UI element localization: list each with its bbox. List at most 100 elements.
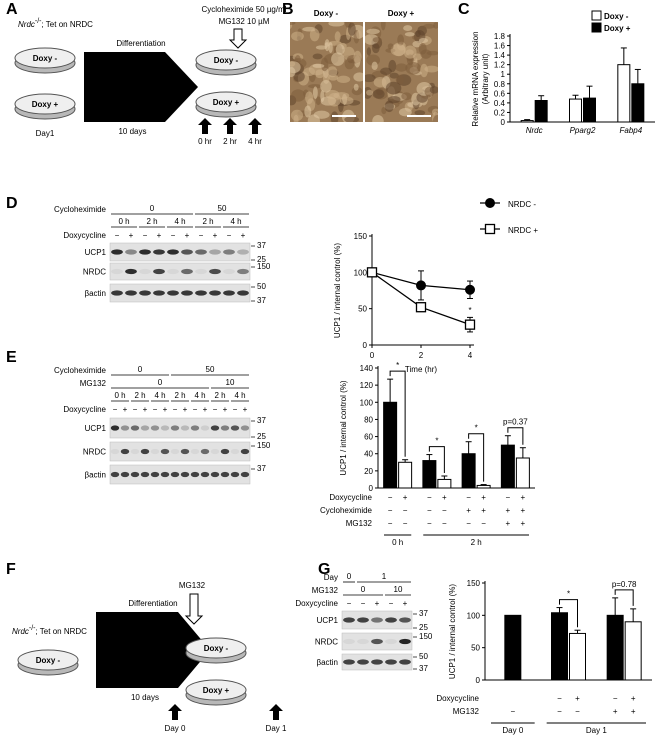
band — [223, 249, 235, 255]
bar — [583, 97, 596, 123]
band — [139, 268, 151, 275]
treatment: Cycloheximide 50 µg/ml — [201, 5, 286, 14]
cell — [414, 110, 426, 116]
cell — [344, 58, 355, 70]
marker — [415, 302, 427, 313]
step-label: Differentiation — [116, 39, 165, 48]
band — [181, 249, 193, 255]
condition-mark: + — [613, 707, 618, 716]
band — [170, 425, 180, 431]
cell — [328, 22, 345, 27]
legend-swatch — [591, 10, 602, 21]
panel-letter: G — [318, 561, 330, 578]
bar — [383, 401, 398, 489]
lane-symbol: − — [361, 599, 366, 608]
band — [111, 249, 123, 255]
blot-header: Cycloheximide — [54, 205, 107, 214]
blot-header: Day — [324, 573, 338, 582]
lane-symbol: − — [347, 599, 352, 608]
condition-mark: − — [442, 519, 447, 528]
cell — [365, 74, 376, 83]
cell — [380, 22, 386, 31]
cell — [324, 39, 330, 52]
band — [180, 448, 190, 455]
cell — [334, 31, 341, 42]
band — [399, 638, 411, 645]
cell — [372, 43, 380, 54]
panel-letter: E — [6, 349, 17, 366]
construct: ; Tet on NRDC — [36, 627, 88, 636]
y-tick-label: 0 — [363, 341, 368, 350]
band — [181, 290, 193, 296]
bar — [422, 460, 437, 489]
cell — [418, 38, 429, 44]
cell — [395, 63, 408, 72]
process-arrow — [96, 612, 210, 688]
band — [130, 448, 140, 455]
band — [200, 448, 210, 455]
mw-marker: 37 — [257, 241, 266, 250]
band — [190, 425, 200, 431]
mw-marker: 37 — [257, 464, 266, 473]
band — [343, 659, 355, 665]
y-tick-label: 120 — [360, 381, 374, 390]
time-label: 0 h — [118, 217, 129, 226]
cell — [309, 28, 320, 42]
cell — [353, 83, 359, 91]
y-tick-label: 150 — [467, 579, 481, 588]
band — [343, 638, 355, 645]
band-label: NRDC — [83, 268, 106, 277]
cell — [366, 28, 380, 35]
band — [230, 425, 240, 431]
y-tick-label: 80 — [364, 415, 373, 424]
cell — [372, 114, 384, 122]
group-label: Day 1 — [586, 726, 607, 735]
y-tick-label: 1.8 — [494, 32, 506, 41]
blot-strip — [109, 441, 251, 462]
lane-symbol: + — [143, 405, 148, 414]
band — [223, 268, 235, 275]
cell — [418, 43, 427, 55]
annotation: * — [475, 424, 478, 433]
cell — [336, 75, 351, 84]
x-tick-label: 2 — [419, 351, 424, 360]
bar — [398, 461, 413, 489]
cell — [403, 45, 417, 59]
band — [209, 268, 221, 275]
band-label: NRDC — [83, 448, 106, 457]
lane-symbol: − — [227, 231, 232, 240]
mw-marker: 37 — [257, 416, 266, 425]
band — [371, 617, 383, 623]
band — [343, 617, 355, 623]
cell — [312, 63, 325, 68]
cell — [312, 86, 318, 100]
condition-mark: + — [506, 506, 511, 515]
band — [139, 290, 151, 296]
condition-mark: + — [631, 694, 636, 703]
significance-bracket — [507, 427, 524, 445]
band — [120, 471, 130, 478]
annotation: * — [468, 306, 471, 315]
dish-top — [17, 649, 79, 671]
dish-top — [14, 47, 76, 69]
condition-mark: − — [557, 707, 562, 716]
genotype: Nrdc-/-; Tet on NRDC — [18, 18, 93, 29]
condition-mark: − — [510, 707, 515, 716]
genotype-sup: -/- — [35, 18, 42, 25]
cell — [372, 37, 382, 43]
mw-marker: 150 — [257, 262, 271, 271]
time-label: 4 hr — [248, 137, 262, 146]
band — [223, 290, 235, 296]
time-label: 2 h — [214, 391, 225, 400]
time-label: 2 h — [174, 391, 185, 400]
genotype-name: Nrdc — [18, 20, 35, 29]
marker — [416, 280, 426, 291]
cell — [385, 81, 402, 95]
band — [220, 425, 230, 431]
cell — [291, 31, 304, 41]
drug-label: Dexamethasone — [102, 93, 164, 102]
band — [230, 448, 240, 455]
band — [220, 471, 230, 478]
mw-marker: 37 — [419, 664, 428, 673]
condition-mark: − — [403, 519, 408, 528]
